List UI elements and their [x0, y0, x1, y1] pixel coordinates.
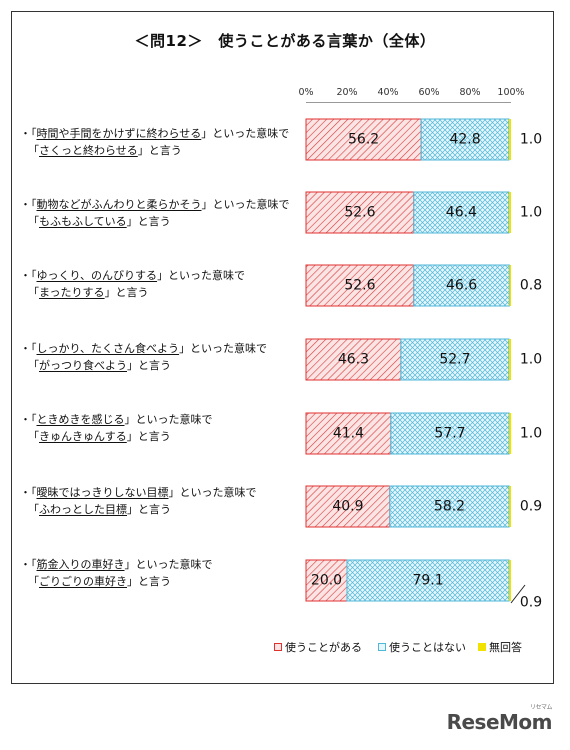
- bar-not-use: [413, 191, 510, 234]
- x-tick-label: 20%: [336, 87, 358, 98]
- legend-swatch-red: [274, 643, 282, 651]
- data-label: 56.2: [348, 132, 379, 148]
- bar-no-answer: [509, 413, 512, 454]
- data-label: 0.9: [520, 499, 542, 515]
- category-label: ・「しっかり、たくさん食べよう」といった意味で 「がっつり食べよう」と言う: [20, 342, 268, 372]
- data-label: 40.9: [332, 499, 363, 515]
- data-label: 52.7: [439, 352, 470, 368]
- data-label: 46.6: [446, 278, 477, 294]
- bar-use: [305, 559, 348, 602]
- bar-no-answer: [509, 486, 511, 527]
- data-label: 79.1: [412, 573, 443, 589]
- chart-title: ＜問12＞ 使うことがある言葉か（全体）: [134, 32, 436, 50]
- bar-use: [305, 118, 422, 161]
- x-tick-label: 40%: [377, 87, 399, 98]
- x-axis-line: [306, 102, 511, 103]
- bar-not-use: [389, 485, 510, 528]
- data-label: 42.8: [449, 132, 480, 148]
- data-label: 41.4: [333, 426, 364, 442]
- data-label: 0.9: [520, 595, 542, 611]
- legend-item: 使うことはない: [378, 639, 466, 655]
- bar-use: [305, 412, 392, 455]
- data-label: 46.3: [338, 352, 369, 368]
- data-label: 52.6: [344, 278, 375, 294]
- x-tick-label: 60%: [418, 87, 440, 98]
- bar-no-answer: [509, 265, 511, 306]
- leader-line: [510, 584, 526, 604]
- x-tick-label: 100%: [497, 87, 525, 98]
- category-label: ・「ゆっくり、のんびりする」といった意味で 「まったりする」と言う: [20, 269, 246, 299]
- data-label: 46.4: [446, 205, 477, 221]
- bar-not-use: [413, 264, 510, 307]
- legend-swatch-yellow: [478, 643, 486, 651]
- bar-no-answer: [508, 119, 511, 160]
- data-label: 58.2: [434, 499, 465, 515]
- data-label: 1.0: [520, 352, 542, 368]
- x-tick-label: 0%: [298, 87, 314, 98]
- bar-use: [305, 191, 415, 234]
- category-label: ・「曖昧ではっきりしない目標」といった意味で 「ふわっとした目標」と言う: [20, 486, 257, 516]
- bar-not-use: [420, 118, 510, 161]
- bar-use: [305, 264, 415, 307]
- bar-not-use: [346, 559, 510, 602]
- resemom-logo: ReseMom リセマム: [446, 704, 553, 734]
- bar-no-answer: [508, 339, 511, 380]
- data-label: 1.0: [520, 132, 542, 148]
- bar-no-answer: [508, 192, 511, 233]
- bar-use: [305, 485, 391, 528]
- category-label: ・「筋金入りの車好き」といった意味で 「ごりごりの車好き」と言う: [20, 558, 213, 588]
- data-label: 20.0: [311, 573, 342, 589]
- data-label: 1.0: [520, 205, 542, 221]
- legend-item: 使うことがある: [274, 639, 362, 655]
- bar-no-answer: [509, 560, 511, 601]
- data-label: 1.0: [520, 426, 542, 442]
- bar-use: [305, 338, 402, 381]
- bar-not-use: [400, 338, 510, 381]
- category-label: ・「時間や手間をかけずに終わらせる」といった意味で 「さくっと終わらせる」と言う: [20, 127, 290, 157]
- category-label: ・「ときめきを感じる」といった意味で 「きゅんきゅんする」と言う: [20, 413, 213, 443]
- data-label: 52.6: [344, 205, 375, 221]
- data-label: 57.7: [434, 426, 465, 442]
- category-label: ・「動物などがふんわりと柔らかそう」といった意味で 「もふもふしている」と言う: [20, 198, 290, 228]
- bar-not-use: [390, 412, 510, 455]
- x-tick-label: 80%: [459, 87, 481, 98]
- data-label: 0.8: [520, 278, 542, 294]
- legend-item: 無回答: [478, 639, 522, 655]
- legend-swatch-blue: [378, 643, 386, 651]
